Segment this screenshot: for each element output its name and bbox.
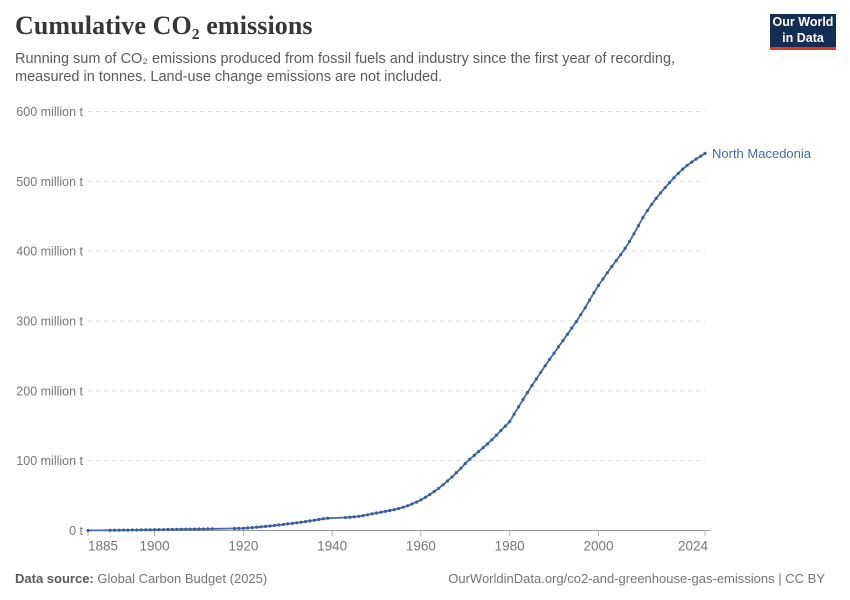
svg-text:1885: 1885 [88,539,118,554]
data-source-value: Global Carbon Budget (2025) [97,571,268,586]
page-title: Cumulative CO₂ emissions [15,11,313,40]
svg-text:1980: 1980 [495,539,525,554]
svg-text:2024: 2024 [678,539,709,554]
owid-logo-line1: Our World [772,15,834,29]
y-axis-labels: 0 t 100 million t 200 million t 300 million… [16,105,83,538]
svg-text:1960: 1960 [406,539,436,554]
x-axis: 1885 1900 1920 1940 1960 1980 2000 2024 [87,530,710,554]
license-label: CC BY [785,571,825,586]
chart-header: Cumulative CO₂ emissions Running sum of … [15,10,755,86]
emissions-line[interactable] [87,152,706,532]
entity-label[interactable]: North Macedonia [712,146,812,161]
data-source-label: Data source: [15,571,94,586]
svg-text:100 million t: 100 million t [16,454,83,468]
svg-text:2000: 2000 [583,539,613,554]
footer-link[interactable]: OurWorldinData.org/co2-and-greenhouse-ga… [448,571,775,586]
footer-separator: | [778,571,782,586]
chart-footer: Data source: Global Carbon Budget (2025)… [15,571,825,586]
svg-text:1920: 1920 [228,539,258,554]
svg-text:500 million t: 500 million t [16,175,83,189]
svg-text:300 million t: 300 million t [16,315,83,329]
svg-text:400 million t: 400 million t [16,245,83,259]
svg-text:1940: 1940 [317,539,347,554]
data-point-markers[interactable] [86,151,707,533]
owid-logo-line2: in Data [782,30,824,45]
footer-credits: OurWorldinData.org/co2-and-greenhouse-ga… [448,571,825,586]
svg-text:1900: 1900 [140,539,170,554]
y-gridlines [88,111,705,462]
owid-logo[interactable]: Our World in Data [770,14,836,50]
svg-text:0 t: 0 t [69,524,83,538]
data-source: Data source: Global Carbon Budget (2025) [15,571,267,586]
svg-text:600 million t: 600 million t [16,105,83,119]
chart-subtitle: Running sum of CO₂ emissions produced fr… [15,51,676,86]
svg-text:200 million t: 200 million t [16,384,83,398]
